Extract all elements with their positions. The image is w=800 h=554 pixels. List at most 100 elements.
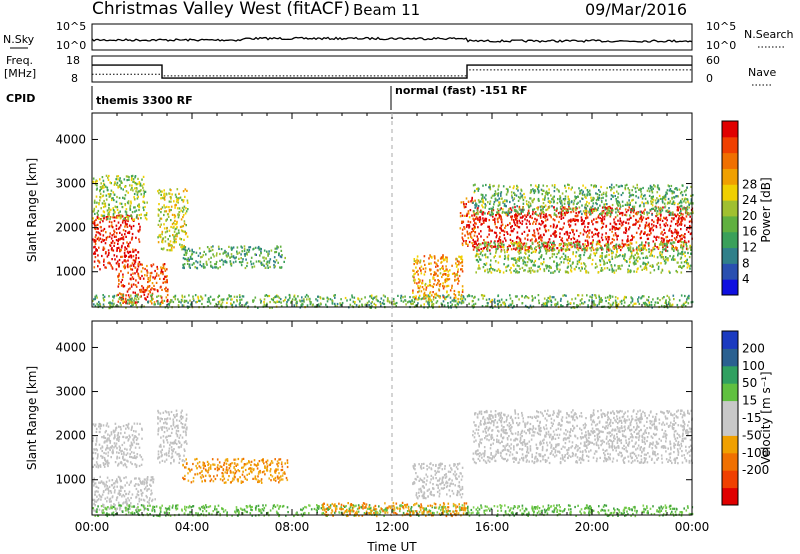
scatter-cell xyxy=(445,279,448,283)
scatter-cell xyxy=(169,301,171,304)
scatter-cell xyxy=(146,274,148,277)
scatter-cell xyxy=(461,300,463,303)
scatter-cell xyxy=(93,221,96,224)
scatter-cell xyxy=(657,184,659,187)
scatter-cell xyxy=(167,288,169,291)
scatter-cell xyxy=(140,213,142,216)
scatter-cell xyxy=(112,214,115,217)
scatter-cell xyxy=(648,296,650,299)
scatter-cell xyxy=(553,206,555,209)
scatter-cell xyxy=(684,255,686,258)
scatter-cell xyxy=(221,258,223,261)
scatter-cell xyxy=(514,257,516,260)
scatter-cell xyxy=(524,249,527,252)
scatter-cell xyxy=(582,245,585,248)
scatter-cell xyxy=(637,300,639,303)
scatter-cell xyxy=(130,268,132,271)
scatter-cell xyxy=(478,216,481,219)
scatter-cell xyxy=(500,250,502,253)
scatter-cell xyxy=(166,213,169,216)
scatter-cell xyxy=(663,248,666,251)
scatter-cell xyxy=(614,256,617,259)
scatter-cell xyxy=(493,245,495,248)
scatter-cell xyxy=(624,243,627,246)
scatter-cell xyxy=(548,205,551,208)
scatter-cell xyxy=(650,227,652,230)
scatter-cell xyxy=(538,299,540,302)
scatter-cell xyxy=(658,194,661,197)
scatter-cell xyxy=(559,232,561,235)
scatter-cell xyxy=(503,257,506,260)
scatter-cell xyxy=(517,213,520,216)
scatter-cell xyxy=(641,211,644,214)
scatter-cell xyxy=(656,301,659,304)
scatter-cell xyxy=(611,268,613,271)
scatter-cell xyxy=(521,266,524,269)
scatter-cell xyxy=(215,254,218,257)
scatter-cell xyxy=(94,297,97,300)
scatter-cell xyxy=(568,242,571,245)
scatter-cell xyxy=(142,277,145,280)
scatter-cell xyxy=(461,243,464,247)
scatter-cell xyxy=(659,211,662,214)
scatter-cell xyxy=(489,270,491,273)
scatter-cell xyxy=(678,218,680,221)
scatter-cell xyxy=(131,301,133,304)
scatter-cell xyxy=(162,271,164,274)
scatter-cell xyxy=(462,301,464,304)
scatter-cell xyxy=(642,252,644,255)
scatter-cell xyxy=(252,262,255,265)
scatter-cell xyxy=(531,269,534,272)
scatter-cell xyxy=(521,302,524,305)
scatter-cell xyxy=(574,219,576,222)
scatter-cell xyxy=(665,216,668,219)
scatter-cell xyxy=(663,228,665,231)
scatter-cell xyxy=(595,243,598,246)
scatter-cell xyxy=(128,231,130,234)
scatter-cell xyxy=(131,304,133,307)
noise-right-tick-bottom: 10^0 xyxy=(706,39,736,52)
scatter-cell xyxy=(326,300,329,303)
scatter-cell xyxy=(429,281,431,284)
scatter-cell xyxy=(656,221,659,225)
scatter-cell xyxy=(474,206,476,209)
scatter-cell xyxy=(637,220,640,223)
scatter-cell xyxy=(130,273,132,276)
scatter-cell xyxy=(665,236,667,239)
scatter-cell xyxy=(589,247,591,250)
scatter-cell xyxy=(130,175,133,178)
scatter-cell xyxy=(434,293,436,296)
scatter-cell xyxy=(564,186,567,189)
scatter-cell xyxy=(366,301,369,304)
scatter-cell xyxy=(544,195,546,198)
scatter-cell xyxy=(690,232,693,235)
scatter-cell xyxy=(223,251,225,254)
scatter-cell xyxy=(550,216,552,219)
scatter-cell xyxy=(93,246,95,249)
scatter-cell xyxy=(641,241,643,244)
scatter-cell xyxy=(133,262,136,265)
scatter-cell xyxy=(126,250,129,253)
scatter-cell xyxy=(99,192,102,195)
scatter-cell xyxy=(676,271,679,274)
scatter-cell xyxy=(682,241,685,244)
scatter-cell xyxy=(471,214,473,217)
scatter-cell xyxy=(476,244,479,247)
scatter-cell xyxy=(467,220,470,223)
scatter-cell xyxy=(135,254,137,257)
scatter-cell xyxy=(494,304,496,307)
scatter-cell xyxy=(145,212,148,215)
scatter-cell xyxy=(610,189,612,192)
scatter-cell xyxy=(501,229,503,232)
scatter-cell xyxy=(628,206,630,209)
scatter-cell xyxy=(334,294,336,297)
scatter-cell xyxy=(492,215,494,218)
scatter-cell xyxy=(663,296,665,299)
scatter-cell xyxy=(105,198,108,201)
scatter-cell xyxy=(430,273,432,276)
scatter-cell xyxy=(537,189,540,192)
scatter-cell xyxy=(472,201,474,204)
scatter-cell xyxy=(177,298,179,301)
scatter-cell xyxy=(606,203,608,206)
scatter-cell xyxy=(686,298,688,301)
